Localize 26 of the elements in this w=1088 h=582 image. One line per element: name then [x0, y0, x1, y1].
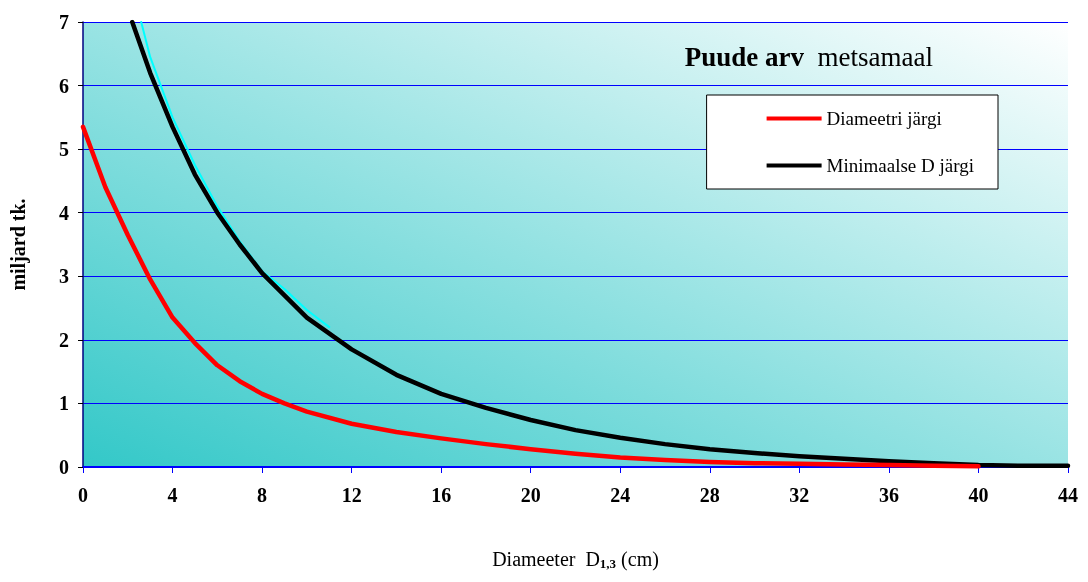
x-tick-label: 12 — [341, 484, 362, 506]
x-tick-label: 20 — [520, 484, 541, 506]
y-tick-label: 1 — [59, 392, 69, 415]
line-series — [130, 19, 1071, 468]
y-tick-label: 0 — [59, 456, 69, 478]
y-tick-label: 5 — [59, 138, 69, 161]
y-tick-label: 3 — [59, 265, 69, 288]
line-series — [140, 21, 331, 329]
x-tick-label: 28 — [699, 484, 720, 506]
x-tick-label: 36 — [878, 484, 899, 506]
x-tick-label: 4 — [167, 484, 178, 506]
y-tick-label: 2 — [59, 328, 69, 351]
y-axis-title: miljard tk. — [7, 198, 30, 291]
legend-label: Minimaalse D järgi — [826, 155, 975, 176]
y-tick-label: 7 — [59, 11, 69, 33]
x-tick-label: 16 — [431, 484, 452, 506]
y-tick-label: 4 — [59, 201, 69, 224]
x-tick-label: 44 — [1058, 484, 1078, 506]
x-tick-label: 32 — [789, 484, 810, 506]
y-tick-label: 6 — [59, 74, 69, 97]
legend-label: Diameetri järgi — [826, 108, 942, 129]
x-tick-label: 24 — [610, 484, 631, 506]
x-tick-label: 0 — [78, 484, 88, 506]
x-tick-label: 8 — [257, 484, 268, 506]
text: Puude arv metsamaal — [684, 41, 933, 72]
x-tick-label: 40 — [968, 484, 989, 506]
